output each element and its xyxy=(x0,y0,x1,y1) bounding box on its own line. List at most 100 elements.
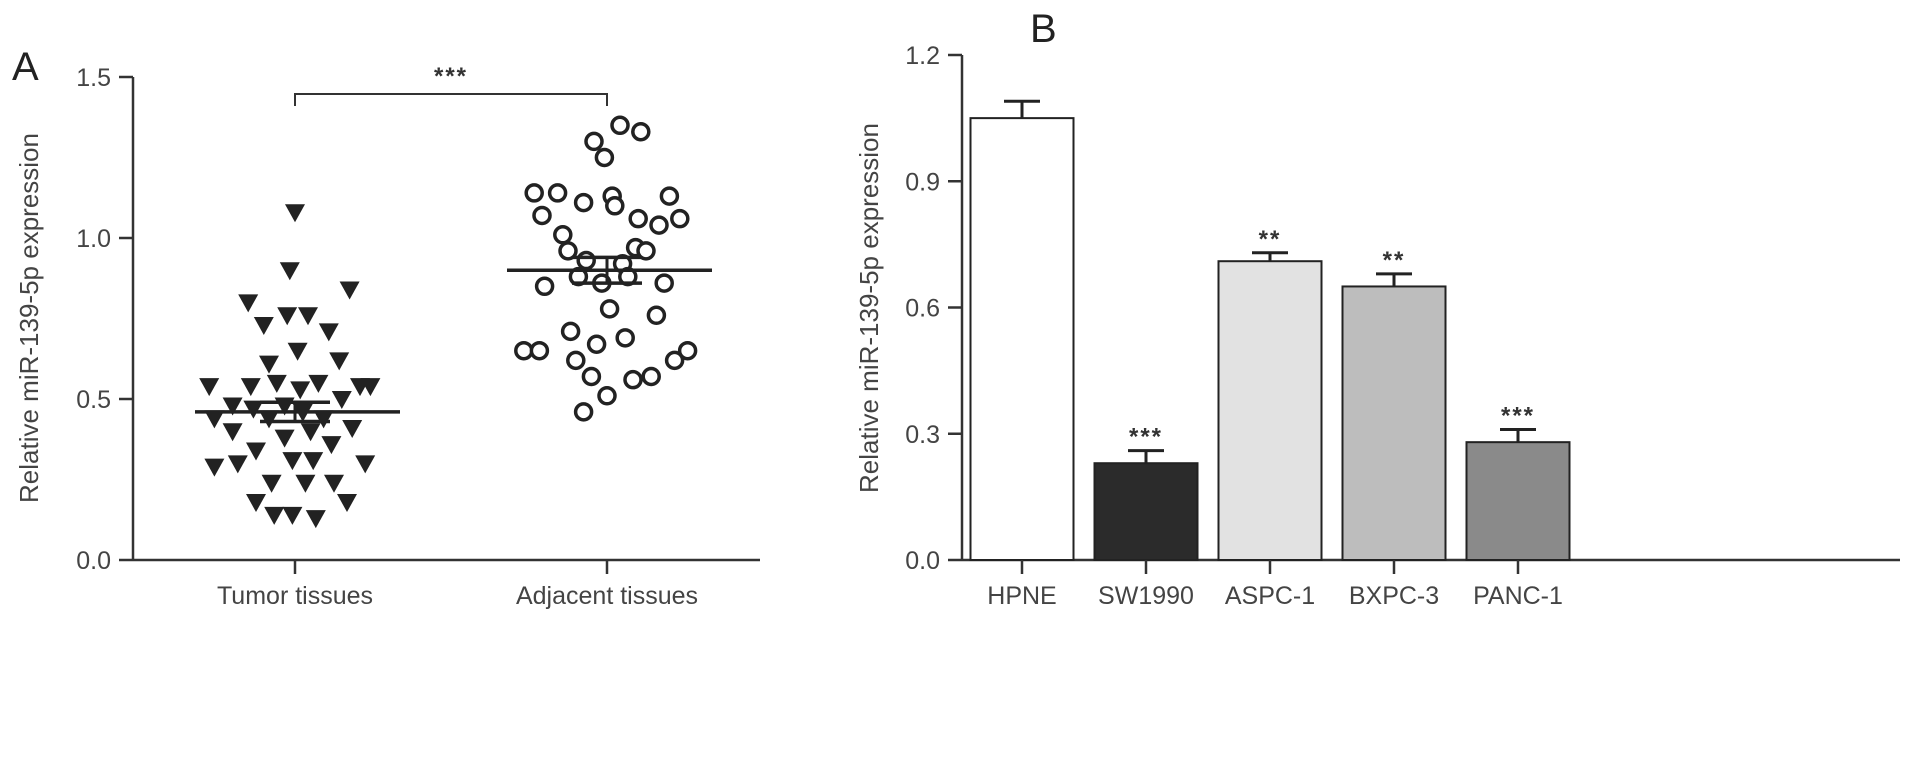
bar-panc-1 xyxy=(1465,441,1571,561)
significance-label: *** xyxy=(434,63,468,90)
adjacent-point xyxy=(599,299,620,319)
tumor-point xyxy=(321,436,342,455)
adjacent-point xyxy=(573,192,594,213)
tumor-point xyxy=(342,419,363,438)
adjacent-point xyxy=(628,208,648,229)
tumor-point xyxy=(227,455,248,474)
significance-label: *** xyxy=(1501,403,1535,430)
tumor-point xyxy=(295,474,316,493)
adjacent-point xyxy=(576,250,596,271)
tumor-point xyxy=(259,355,279,374)
panel-a: A 0.0 0.5 1.0 1.5 Tumor tissues Adjacent tiss… xyxy=(12,45,760,610)
y-tick-label: 1.0 xyxy=(76,225,111,253)
adjacent-point xyxy=(586,334,607,355)
y-tick-label: 0.3 xyxy=(905,421,940,449)
panel-letter-b: B xyxy=(1030,7,1057,51)
x-tick-label: ASPC-1 xyxy=(1225,582,1315,610)
tumor-point xyxy=(264,506,285,525)
adjacent-point xyxy=(610,115,630,136)
adjacent-point xyxy=(597,386,617,406)
bar-aspc-1 xyxy=(1217,260,1323,561)
tumor-point xyxy=(253,316,274,335)
bar-hpne xyxy=(969,117,1075,561)
panel-b: B 0.0 0.3 0.6 0.9 1.2 Relative miR-139-5p exp… xyxy=(854,7,1900,610)
significance-bracket xyxy=(294,93,608,106)
x-tick-label: BXPC-3 xyxy=(1349,582,1439,610)
tumor-point xyxy=(339,281,360,300)
adjacent-point xyxy=(560,321,581,342)
bar-sw1990 xyxy=(1093,462,1199,562)
adjacent-point xyxy=(524,183,544,203)
tumor-point xyxy=(282,506,303,525)
tumor-point xyxy=(246,494,266,513)
adjacent-point xyxy=(547,183,568,203)
tumor-point xyxy=(287,342,308,361)
tumor-point xyxy=(246,442,266,461)
adjacent-point xyxy=(532,205,552,226)
tumor-point xyxy=(360,378,381,397)
x-tick-label: Tumor tissues xyxy=(217,582,373,610)
adjacent-point xyxy=(646,305,667,326)
tumor-point xyxy=(204,458,225,477)
adjacent-point xyxy=(558,241,578,261)
y-tick-label: 0.6 xyxy=(905,295,940,323)
tumor-point xyxy=(199,378,220,397)
adjacent-point xyxy=(584,131,604,152)
x-tick-label: SW1990 xyxy=(1098,582,1194,610)
tumor-point xyxy=(324,474,344,493)
y-tick-label: 0.9 xyxy=(905,168,940,196)
tumor-point xyxy=(266,374,287,393)
tumor-point xyxy=(329,352,350,371)
y-tick-label: 1.5 xyxy=(76,64,111,92)
adjacent-point xyxy=(659,186,680,206)
adjacent-point xyxy=(534,276,555,297)
adjacent-point xyxy=(553,225,573,245)
adjacent-point xyxy=(649,215,669,235)
tumor-point xyxy=(261,474,282,493)
tumor-point xyxy=(259,410,279,429)
adjacent-point xyxy=(615,328,635,348)
tumor-point xyxy=(243,400,264,419)
x-tick-label: HPNE xyxy=(987,582,1056,610)
tumor-point xyxy=(308,374,329,393)
y-tick-label: 0.0 xyxy=(76,547,111,575)
adjacent-point xyxy=(623,369,643,390)
y-tick-label: 0.5 xyxy=(76,386,111,414)
adjacent-point xyxy=(670,208,690,229)
tumor-point xyxy=(318,323,339,342)
tumor-point xyxy=(337,494,357,513)
tumor-point xyxy=(277,307,298,326)
adjacent-point xyxy=(664,350,685,371)
panel-letter-a: A xyxy=(12,45,39,89)
adjacent-point xyxy=(573,402,594,422)
adjacent-point xyxy=(636,241,656,261)
tumor-point xyxy=(290,381,311,400)
adjacent-point xyxy=(566,350,586,371)
tumor-point xyxy=(303,452,324,471)
tumor-point xyxy=(279,262,300,281)
adjacent-point xyxy=(594,147,615,168)
adjacent-point xyxy=(529,340,550,361)
y-tick-label: 1.2 xyxy=(905,42,940,70)
tumor-point xyxy=(355,455,376,474)
tumor-point xyxy=(222,397,243,416)
adjacent-point xyxy=(641,366,661,387)
tumor-point xyxy=(222,423,243,442)
x-tick-label: Adjacent tissues xyxy=(516,582,698,610)
tumor-point xyxy=(305,510,326,529)
significance-label: ** xyxy=(1383,247,1406,274)
y-tick-label: 0.0 xyxy=(905,547,940,575)
adjacent-point xyxy=(654,273,674,293)
tumor-point xyxy=(282,452,303,471)
bar-bxpc-3 xyxy=(1341,285,1447,561)
significance-label: *** xyxy=(1129,424,1163,451)
tumor-point xyxy=(313,410,334,429)
tumor-point xyxy=(204,410,225,429)
adjacent-point xyxy=(514,340,534,361)
tumor-point xyxy=(331,391,352,409)
adjacent-point xyxy=(631,121,651,142)
adjacent-point xyxy=(677,340,698,361)
x-tick-label: PANC-1 xyxy=(1473,582,1563,610)
significance-label: ** xyxy=(1259,226,1282,253)
